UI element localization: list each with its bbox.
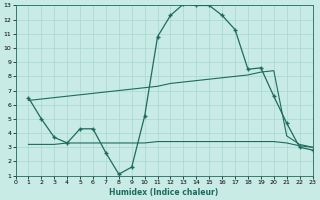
X-axis label: Humidex (Indice chaleur): Humidex (Indice chaleur)	[109, 188, 219, 197]
